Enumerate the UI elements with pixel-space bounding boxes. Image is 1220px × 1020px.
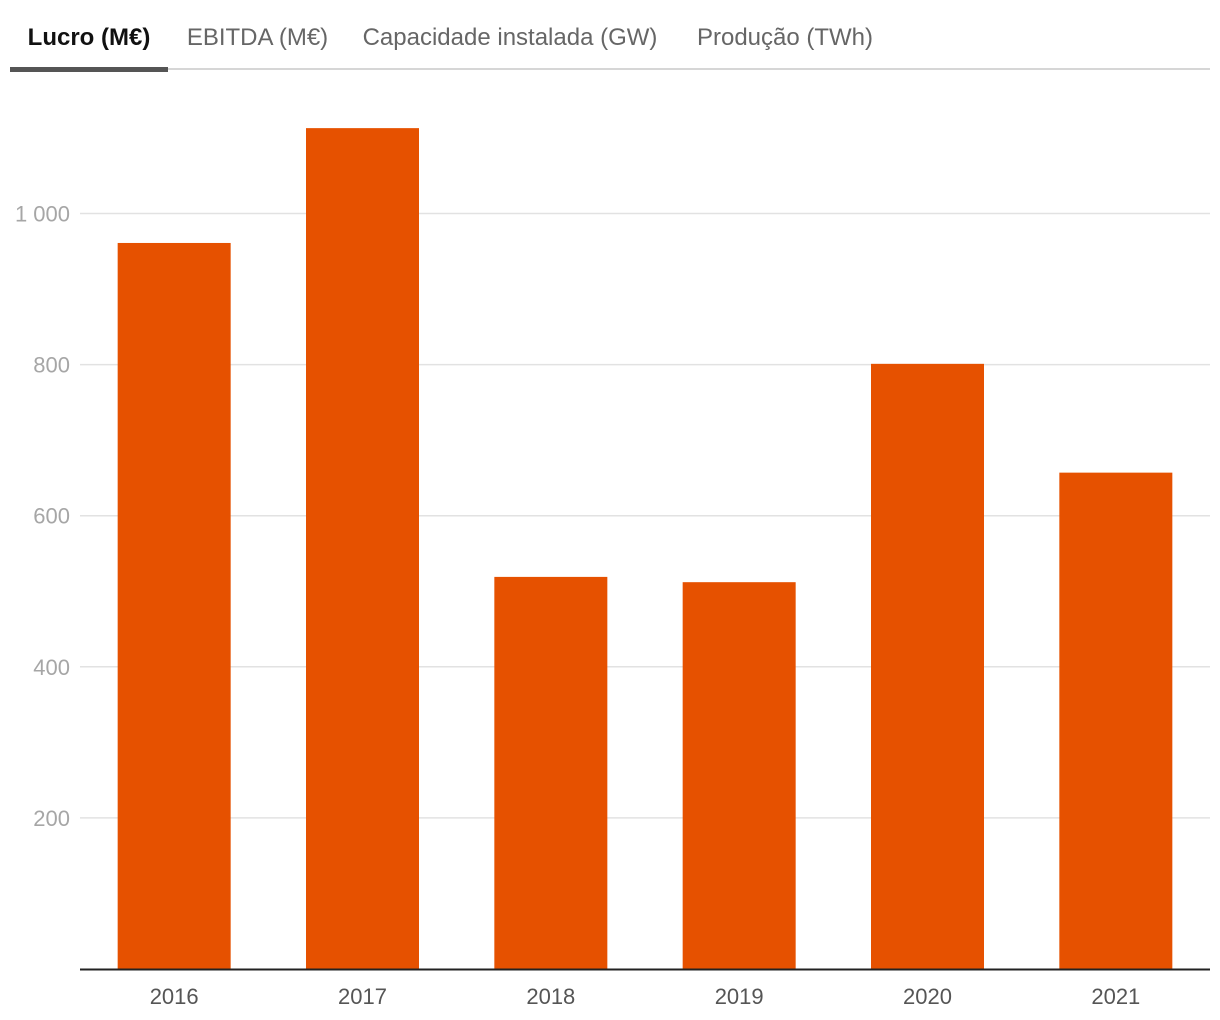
tab-producao[interactable]: Produção (TWh) (696, 24, 874, 51)
y-tick-labels: 200 400 600 800 1 000 (15, 202, 70, 831)
grid-lines (80, 212, 1210, 819)
x-tick-label: 2019 (715, 984, 764, 1009)
tab-lucro[interactable]: Lucro (M€) (10, 0, 168, 72)
bar-2020[interactable] (871, 363, 984, 970)
bar-2021[interactable] (1059, 472, 1173, 969)
bars (117, 128, 1173, 970)
y-tick-label: 800 (33, 353, 70, 378)
bar-2016[interactable] (117, 242, 231, 970)
bar-2018[interactable] (494, 576, 608, 969)
bar-2017[interactable] (306, 128, 419, 970)
tab-ebitda[interactable]: EBITDA (M€) (186, 24, 329, 51)
bar-2019[interactable] (682, 582, 796, 969)
x-tick-label: 2017 (338, 984, 387, 1009)
x-tick-label: 2016 (150, 984, 199, 1009)
x-category-labels: 2016 2017 2018 2019 2020 2021 (150, 984, 1141, 1009)
y-tick-label: 200 (33, 806, 70, 831)
y-tick-label: 400 (33, 655, 70, 680)
x-tick-label: 2020 (903, 984, 952, 1009)
y-tick-label: 1 000 (15, 202, 70, 227)
tab-capacidade-instalada[interactable]: Capacidade instalada (GW) (362, 24, 658, 51)
x-tick-label: 2018 (526, 984, 575, 1009)
y-tick-label: 600 (33, 504, 70, 529)
x-tick-label: 2021 (1091, 984, 1140, 1009)
tab-bar: Lucro (M€) EBITDA (M€) Capacidade instal… (10, 0, 1210, 72)
